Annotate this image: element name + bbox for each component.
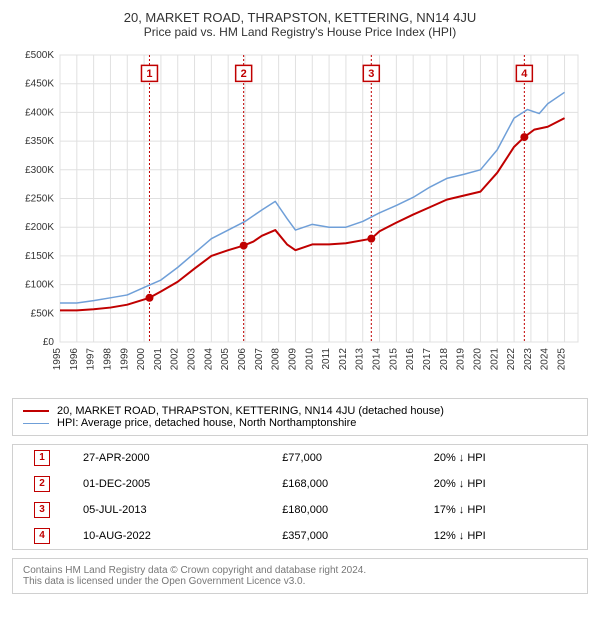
svg-text:2021: 2021 <box>489 348 500 371</box>
svg-text:2001: 2001 <box>153 348 164 371</box>
svg-text:2019: 2019 <box>456 348 467 371</box>
sale-marker-icon: 1 <box>34 450 50 466</box>
chart-title: 20, MARKET ROAD, THRAPSTON, KETTERING, N… <box>12 10 588 25</box>
chart-subtitle: Price paid vs. HM Land Registry's House … <box>12 25 588 39</box>
sale-date: 01-DEC-2005 <box>71 471 270 497</box>
svg-text:2017: 2017 <box>422 348 433 371</box>
svg-text:2008: 2008 <box>271 348 282 371</box>
svg-text:£450K: £450K <box>25 79 54 90</box>
table-row: 4 10-AUG-2022£357,00012% ↓ HPI <box>13 523 588 550</box>
svg-text:£300K: £300K <box>25 165 54 176</box>
sales-table: 1 27-APR-2000£77,00020% ↓ HPI 2 01-DEC-2005… <box>12 444 588 550</box>
svg-text:1: 1 <box>146 68 152 80</box>
svg-text:2002: 2002 <box>170 348 181 371</box>
svg-text:1995: 1995 <box>52 348 63 371</box>
legend-swatch <box>23 423 49 424</box>
svg-text:2: 2 <box>241 68 247 80</box>
svg-text:£50K: £50K <box>31 308 55 319</box>
table-row: 1 27-APR-2000£77,00020% ↓ HPI <box>13 445 588 472</box>
svg-text:2016: 2016 <box>405 348 416 371</box>
sale-marker-cell: 1 <box>13 445 72 472</box>
svg-text:2007: 2007 <box>254 348 265 371</box>
sale-vs-hpi: 12% ↓ HPI <box>422 523 588 550</box>
sale-marker-cell: 4 <box>13 523 72 550</box>
sale-vs-hpi: 17% ↓ HPI <box>422 497 588 523</box>
svg-text:2009: 2009 <box>287 348 298 371</box>
svg-text:1997: 1997 <box>86 348 97 371</box>
svg-text:2022: 2022 <box>506 348 517 371</box>
legend-row: 20, MARKET ROAD, THRAPSTON, KETTERING, N… <box>23 405 577 417</box>
svg-text:2020: 2020 <box>472 348 483 371</box>
svg-text:2024: 2024 <box>540 348 551 371</box>
sale-date: 05-JUL-2013 <box>71 497 270 523</box>
sale-price: £77,000 <box>270 445 422 472</box>
sale-marker-icon: 2 <box>34 476 50 492</box>
svg-text:4: 4 <box>521 68 528 80</box>
svg-text:2005: 2005 <box>220 348 231 371</box>
chart-container: 20, MARKET ROAD, THRAPSTON, KETTERING, N… <box>0 0 600 602</box>
svg-text:£500K: £500K <box>25 50 54 61</box>
svg-text:£200K: £200K <box>25 222 54 233</box>
attribution-line: Contains HM Land Registry data © Crown c… <box>23 565 577 576</box>
sale-marker-icon: 3 <box>34 502 50 518</box>
svg-text:£0: £0 <box>43 337 55 348</box>
svg-text:£100K: £100K <box>25 280 54 291</box>
legend-label: 20, MARKET ROAD, THRAPSTON, KETTERING, N… <box>57 405 444 417</box>
svg-text:1996: 1996 <box>69 348 80 371</box>
table-row: 2 01-DEC-2005£168,00020% ↓ HPI <box>13 471 588 497</box>
svg-text:3: 3 <box>368 68 374 80</box>
sale-price: £180,000 <box>270 497 422 523</box>
sale-marker-icon: 4 <box>34 528 50 544</box>
svg-text:2018: 2018 <box>439 348 450 371</box>
svg-text:2012: 2012 <box>338 348 349 371</box>
svg-text:2010: 2010 <box>304 348 315 371</box>
svg-text:2011: 2011 <box>321 348 332 370</box>
svg-text:1998: 1998 <box>102 348 113 371</box>
svg-text:2006: 2006 <box>237 348 248 371</box>
svg-text:£250K: £250K <box>25 194 54 205</box>
svg-text:2000: 2000 <box>136 348 147 371</box>
sale-date: 27-APR-2000 <box>71 445 270 472</box>
legend-label: HPI: Average price, detached house, Nort… <box>57 417 356 429</box>
sale-date: 10-AUG-2022 <box>71 523 270 550</box>
attribution-line: This data is licensed under the Open Gov… <box>23 576 577 587</box>
legend-row: HPI: Average price, detached house, Nort… <box>23 417 577 429</box>
svg-text:2025: 2025 <box>557 348 568 371</box>
svg-text:2013: 2013 <box>355 348 366 371</box>
chart-plot: £0 £50K £100K £150K £200K £250K £300K £350K £400… <box>12 45 588 390</box>
svg-text:£150K: £150K <box>25 251 54 262</box>
svg-text:2003: 2003 <box>187 348 198 371</box>
svg-text:1999: 1999 <box>119 348 130 371</box>
table-row: 3 05-JUL-2013£180,00017% ↓ HPI <box>13 497 588 523</box>
sale-vs-hpi: 20% ↓ HPI <box>422 471 588 497</box>
sale-marker-cell: 2 <box>13 471 72 497</box>
svg-text:2004: 2004 <box>203 348 214 371</box>
svg-text:£350K: £350K <box>25 136 54 147</box>
chart-svg: £0 £50K £100K £150K £200K £250K £300K £350K £400… <box>12 45 588 390</box>
svg-text:2023: 2023 <box>523 348 534 371</box>
svg-text:2014: 2014 <box>372 348 383 371</box>
sale-vs-hpi: 20% ↓ HPI <box>422 445 588 472</box>
svg-text:£400K: £400K <box>25 107 54 118</box>
legend: 20, MARKET ROAD, THRAPSTON, KETTERING, N… <box>12 398 588 436</box>
attribution-box: Contains HM Land Registry data © Crown c… <box>12 558 588 594</box>
sale-price: £357,000 <box>270 523 422 550</box>
sale-price: £168,000 <box>270 471 422 497</box>
sale-marker-cell: 3 <box>13 497 72 523</box>
svg-text:2015: 2015 <box>388 348 399 371</box>
legend-swatch <box>23 410 49 412</box>
